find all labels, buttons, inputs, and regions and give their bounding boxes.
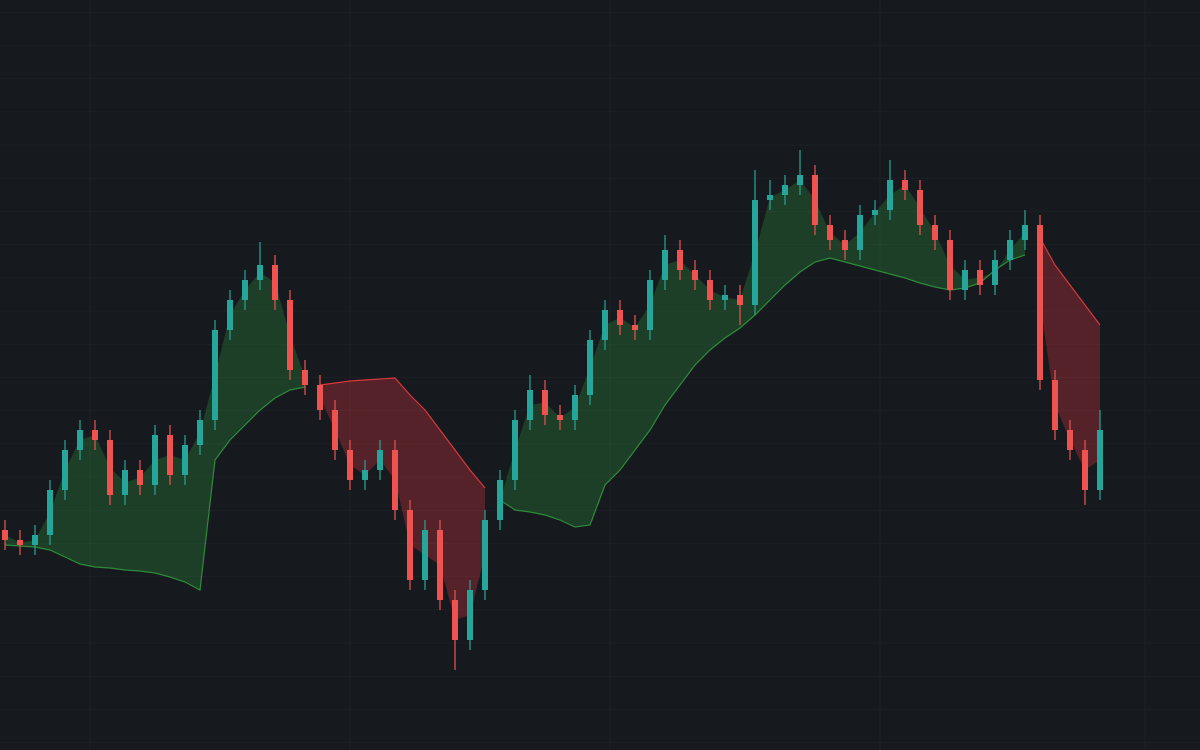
candle-body [467, 590, 473, 640]
candle-body [722, 295, 728, 300]
candle-body [17, 540, 23, 545]
candle-body [47, 490, 53, 535]
candle-body [602, 310, 608, 340]
candle-body [392, 450, 398, 510]
candle-body [32, 535, 38, 545]
candle-body [1097, 430, 1103, 490]
trend-fill [500, 180, 1025, 527]
candle-body [167, 435, 173, 475]
candle-body [212, 330, 218, 420]
candle-body [992, 260, 998, 285]
candle-body [272, 265, 278, 300]
candle-body [962, 270, 968, 290]
candle-body [782, 185, 788, 195]
trend-line [4, 386, 306, 591]
candle-body [257, 265, 263, 280]
candle-body [242, 280, 248, 300]
candle-body [932, 225, 938, 240]
trend-fill [1040, 238, 1100, 470]
candle-body [482, 520, 488, 590]
v-grid [89, 0, 1146, 750]
candle-body [332, 410, 338, 450]
candle-body [632, 325, 638, 330]
candle-body [77, 430, 83, 450]
candle-body [587, 340, 593, 395]
candle-body [752, 200, 758, 305]
candle-body [152, 435, 158, 485]
candle-body [347, 450, 353, 480]
candle-body [107, 440, 113, 495]
candle-body [1022, 225, 1028, 240]
candle-body [977, 270, 983, 285]
candle-body [692, 270, 698, 280]
candle-body [737, 295, 743, 305]
candle-body [452, 600, 458, 640]
candle-body [662, 250, 668, 280]
candle-body [647, 280, 653, 330]
candle-body [527, 390, 533, 420]
trend-line [499, 254, 1026, 528]
candle-body [1007, 240, 1013, 260]
candle-body [857, 215, 863, 250]
candle-body [182, 445, 188, 475]
candle-body [1067, 430, 1073, 450]
candle-body [1082, 450, 1088, 490]
candle-body [812, 175, 818, 225]
candle-body [947, 240, 953, 290]
candle-body [437, 530, 443, 600]
candle-body [1052, 380, 1058, 430]
candle-body [917, 190, 923, 225]
candle-body [497, 480, 503, 520]
candle-body [557, 415, 563, 420]
candle-body [1037, 225, 1043, 380]
candle-body [512, 420, 518, 480]
candle-body [422, 530, 428, 580]
candle-body [317, 385, 323, 410]
candle-body [137, 470, 143, 485]
candle-body [227, 300, 233, 330]
candle-body [362, 470, 368, 480]
candle-body [572, 395, 578, 420]
candle-body [407, 510, 413, 580]
candle-body [707, 280, 713, 300]
trend-fill [320, 378, 485, 620]
trend-line [319, 377, 486, 489]
candle-body [797, 175, 803, 185]
candle-body [677, 250, 683, 270]
candle-body [2, 530, 8, 540]
candle-body [842, 240, 848, 250]
trend-fill [5, 272, 305, 590]
candle-body [287, 300, 293, 370]
candle-body [62, 450, 68, 490]
candle-body [767, 195, 773, 200]
candle-body [902, 180, 908, 190]
candle-body [302, 370, 308, 385]
candle-body [542, 390, 548, 415]
candle-body [617, 310, 623, 325]
candle-body [92, 430, 98, 440]
candle-body [377, 450, 383, 470]
candle-body [827, 225, 833, 240]
trend-line [1039, 237, 1101, 326]
candle-body [122, 470, 128, 495]
candle-body [887, 180, 893, 210]
candle-body [197, 420, 203, 445]
candle-body [872, 210, 878, 215]
